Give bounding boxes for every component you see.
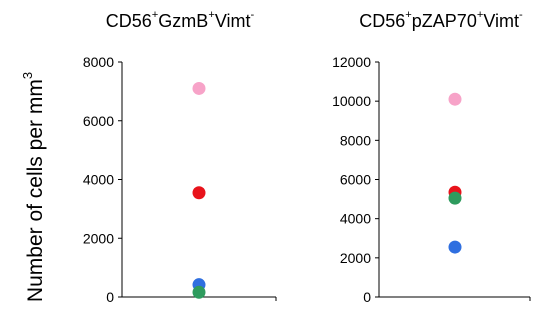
- chart2-title-part: pZAP70: [411, 11, 477, 31]
- chart1-y-tick-label: 0: [106, 289, 114, 305]
- chart1-title-part: -: [250, 9, 255, 22]
- chart2-title-part: +: [476, 9, 484, 22]
- chart2-y-tick-label: 0: [363, 289, 371, 305]
- chart1-title-part: +: [208, 9, 215, 22]
- chart2-title-part: -: [519, 9, 523, 22]
- chart1-title-part: CD56: [105, 11, 152, 31]
- chart2-title-part: CD56: [359, 11, 406, 31]
- chart1-y-tick-label: 8000: [83, 54, 114, 70]
- chart1-y-tick-label: 2000: [83, 230, 114, 246]
- chart2-y-tick-label: 10000: [332, 93, 371, 109]
- chart2-title: CD56+pZAP70+Vimt-: [359, 9, 523, 32]
- chart1-y-tick-label: 6000: [83, 113, 114, 129]
- chart2-y-tick-label: 6000: [340, 172, 371, 188]
- chart1-data-point: [192, 186, 206, 200]
- chart1-title-part: Vimt: [214, 11, 251, 31]
- chart2-data-point: [448, 191, 462, 205]
- chart1-title-part: GzmB: [158, 11, 209, 31]
- chart2-title-part: Vimt: [483, 11, 520, 31]
- chart2-y-tick-label: 8000: [340, 132, 371, 148]
- chart2-y-tick-label: 2000: [340, 250, 371, 266]
- chart2-data-point: [448, 240, 462, 254]
- chart1-title: CD56+GzmB+Vimt-: [105, 9, 255, 32]
- chart2-title-part: +: [405, 9, 412, 22]
- chart1-y-tick-label: 4000: [83, 172, 114, 188]
- chart2-y-tick-label: 12000: [332, 54, 371, 70]
- chart2-y-tick-label: 4000: [340, 211, 371, 227]
- chart2-data-point: [448, 92, 462, 106]
- chart1-data-point: [192, 285, 206, 299]
- chart1-title-part: +: [151, 9, 159, 22]
- chart1-data-point: [192, 81, 206, 95]
